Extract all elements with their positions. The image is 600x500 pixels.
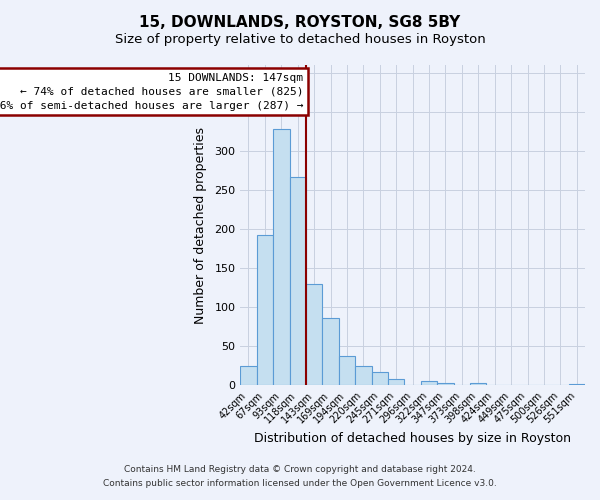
- Y-axis label: Number of detached properties: Number of detached properties: [194, 126, 208, 324]
- X-axis label: Distribution of detached houses by size in Royston: Distribution of detached houses by size …: [254, 432, 571, 445]
- Bar: [388, 379, 404, 386]
- Bar: [371, 372, 388, 386]
- Bar: [437, 383, 454, 386]
- Text: 15, DOWNLANDS, ROYSTON, SG8 5BY: 15, DOWNLANDS, ROYSTON, SG8 5BY: [139, 15, 461, 30]
- Bar: [421, 382, 437, 386]
- Text: 15 DOWNLANDS: 147sqm
← 74% of detached houses are smaller (825)
26% of semi-deta: 15 DOWNLANDS: 147sqm ← 74% of detached h…: [0, 73, 304, 111]
- Bar: [273, 129, 290, 386]
- Bar: [569, 384, 585, 386]
- Bar: [339, 356, 355, 386]
- Bar: [470, 383, 487, 386]
- Bar: [290, 176, 306, 386]
- Bar: [240, 366, 257, 386]
- Bar: [355, 366, 371, 386]
- Text: Size of property relative to detached houses in Royston: Size of property relative to detached ho…: [115, 32, 485, 46]
- Text: Contains HM Land Registry data © Crown copyright and database right 2024.
Contai: Contains HM Land Registry data © Crown c…: [103, 466, 497, 487]
- Bar: [322, 318, 339, 386]
- Bar: [306, 284, 322, 386]
- Bar: [257, 234, 273, 386]
